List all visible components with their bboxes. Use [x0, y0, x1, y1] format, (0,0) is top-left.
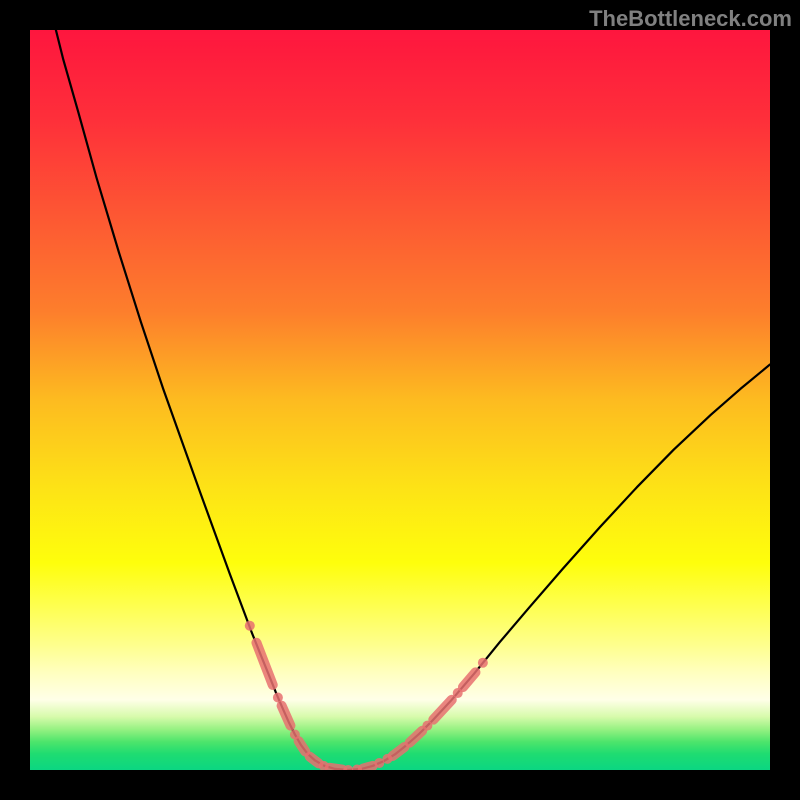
chart-stage: TheBottleneck.com	[0, 0, 800, 800]
watermark-text: TheBottleneck.com	[589, 6, 792, 32]
plot-frame	[30, 30, 770, 770]
